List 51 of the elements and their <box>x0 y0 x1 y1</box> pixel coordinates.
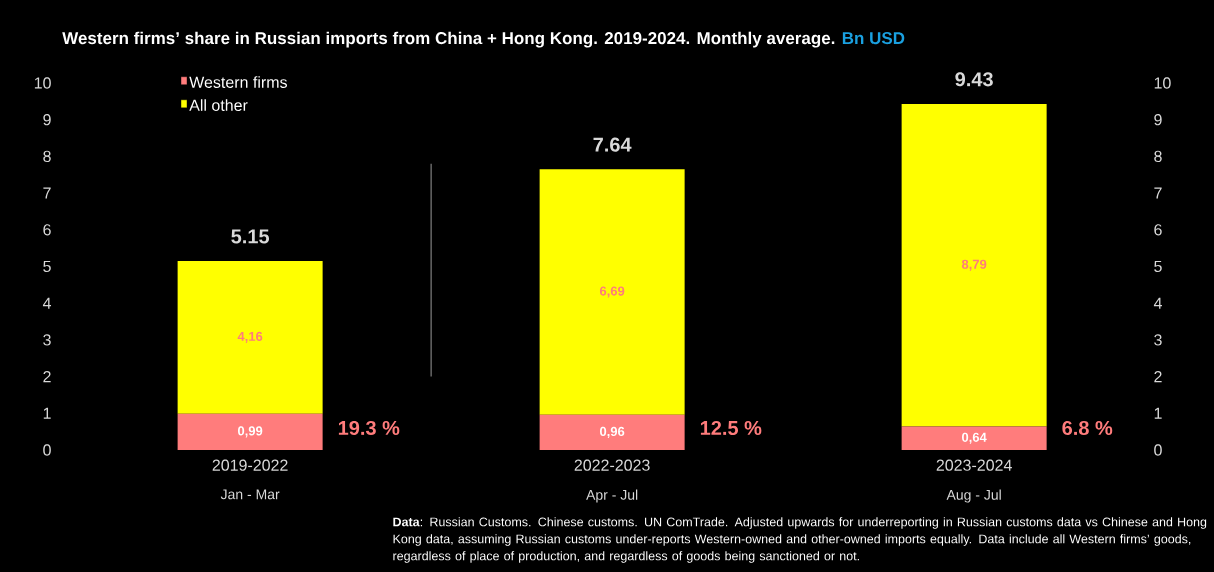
y-tick-label: 5 <box>43 260 51 273</box>
annotation: 12.5 % <box>700 420 762 436</box>
y-tick-label: 4 <box>42 297 52 309</box>
annotation: 19.3 % <box>338 420 400 436</box>
y2-tick-label: 0 <box>1154 444 1162 456</box>
chart-title: Western firms’ share in Russian imports from China + Hong Kong. 2019-2024. Monthly average. <box>62 31 835 48</box>
bar <box>539 169 685 415</box>
text: Data: Russian Customs. Chinese customs. UN ComTrade. Adjusted upwards for underreporting in Russian customs data vs Chinese and Hong Kong data, assuming Russian customs under-reports Western-owned and other-owned imports equally. Data include all Western firms’ goods, regardless of place of production, and regardless of goods being sanctioned or not. <box>393 517 1207 563</box>
bar <box>901 103 1047 427</box>
data-label: 6,69 <box>599 286 625 298</box>
y2-tick-label: 9 <box>1154 114 1162 126</box>
y-tick-label: 3 <box>43 334 51 346</box>
y-tick-label: 2 <box>43 371 51 383</box>
y-tick-label: 1 <box>43 407 51 419</box>
data-label: 8,79 <box>961 259 987 271</box>
text: Apr - Jul <box>586 489 638 503</box>
y-tick-label: 10 <box>34 77 51 89</box>
x-tick-label: 2022-2023 <box>574 459 650 471</box>
y2-tick-label: 8 <box>1154 150 1162 163</box>
y-tick-label: 0 <box>43 444 51 456</box>
text: Jan - Mar <box>220 489 280 500</box>
x-tick-label: 2019-2022 <box>212 459 288 471</box>
y-tick-label: 6 <box>43 224 51 236</box>
y2-tick-label: 3 <box>1154 334 1162 346</box>
annotation: 6.8 % <box>1062 420 1113 436</box>
y2-tick-label: 10 <box>1154 77 1171 89</box>
legend-label: All other <box>189 99 248 111</box>
y2-tick-label: 5 <box>1154 260 1162 273</box>
data-label: 0,96 <box>599 426 625 438</box>
y2-tick-label: 2 <box>1154 371 1162 383</box>
y-tick-label: 8 <box>43 150 51 163</box>
total-label: 9.43 <box>955 72 993 87</box>
bar <box>901 426 1047 450</box>
y2-tick-label: 4 <box>1153 297 1162 309</box>
chart-subtitle: Bn USD <box>842 32 905 45</box>
y2-tick-label: 1 <box>1154 407 1162 419</box>
data-label: 4,16 <box>237 331 263 343</box>
y-tick-label: 7 <box>43 187 51 199</box>
total-label: 7.64 <box>593 137 632 152</box>
y2-tick-label: 6 <box>1154 224 1162 236</box>
total-label: 5.15 <box>231 229 270 244</box>
bar <box>177 413 323 450</box>
bar <box>539 414 685 450</box>
x-tick-label: 2023-2024 <box>936 459 1012 471</box>
data-label: 0,99 <box>237 426 263 438</box>
y-tick-label: 9 <box>43 114 51 126</box>
data-label: 0,64 <box>962 432 987 444</box>
text: Aug - Jul <box>946 489 1001 503</box>
bar <box>177 260 323 414</box>
legend-label: Western firms <box>189 76 287 88</box>
y2-tick-label: 7 <box>1154 187 1162 199</box>
